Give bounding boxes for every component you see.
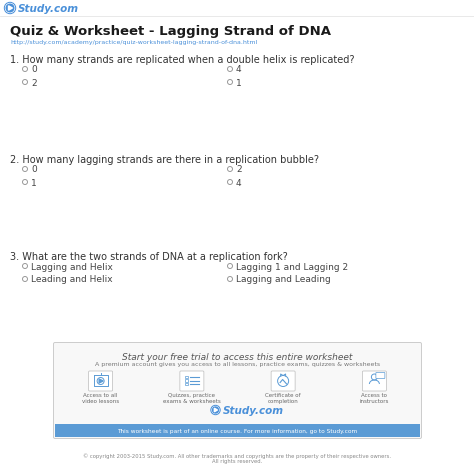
Text: Access to
instructors: Access to instructors — [360, 392, 389, 403]
Bar — [185, 379, 188, 382]
Text: http://study.com/academy/practice/quiz-worksheet-lagging-strand-of-dna.html: http://study.com/academy/practice/quiz-w… — [10, 40, 257, 45]
Text: 4: 4 — [236, 178, 242, 187]
Text: 1: 1 — [31, 178, 37, 187]
Circle shape — [212, 407, 219, 413]
Text: 1. How many strands are replicated when a double helix is replicated?: 1. How many strands are replicated when … — [10, 55, 355, 65]
Text: Access to all
video lessons: Access to all video lessons — [82, 392, 119, 403]
Text: 2: 2 — [31, 79, 36, 87]
Text: Lagging and Leading: Lagging and Leading — [236, 275, 331, 284]
Text: 0: 0 — [31, 65, 37, 74]
Text: Study.com: Study.com — [18, 4, 79, 14]
FancyBboxPatch shape — [363, 371, 386, 391]
Circle shape — [6, 5, 14, 13]
Text: This worksheet is part of an online course. For more information, go to Study.co: This worksheet is part of an online cour… — [118, 428, 357, 433]
Text: A premium account gives you access to all lessons, practice exams, quizzes & wor: A premium account gives you access to al… — [95, 361, 380, 366]
FancyBboxPatch shape — [271, 371, 295, 391]
FancyBboxPatch shape — [180, 371, 204, 391]
Text: Study.com: Study.com — [222, 405, 283, 415]
Bar — [185, 376, 188, 378]
Bar — [55, 424, 420, 437]
FancyBboxPatch shape — [89, 371, 113, 391]
Text: 2. How many lagging strands are there in a replication bubble?: 2. How many lagging strands are there in… — [10, 155, 319, 165]
Text: Certificate of
completion: Certificate of completion — [265, 392, 301, 403]
FancyBboxPatch shape — [54, 343, 421, 438]
Text: 3. What are the two strands of DNA at a replication fork?: 3. What are the two strands of DNA at a … — [10, 251, 288, 261]
Circle shape — [6, 4, 15, 13]
Text: © copyright 2003-2015 Study.com. All other trademarks and copyrights are the pro: © copyright 2003-2015 Study.com. All oth… — [83, 452, 391, 464]
Text: 0: 0 — [31, 165, 37, 174]
Text: 4: 4 — [236, 65, 242, 74]
Polygon shape — [99, 379, 103, 383]
Circle shape — [4, 3, 16, 14]
Text: Leading and Helix: Leading and Helix — [31, 275, 113, 284]
Text: Quizzes, practice
exams & worksheets: Quizzes, practice exams & worksheets — [163, 392, 221, 403]
Polygon shape — [214, 408, 218, 412]
Polygon shape — [9, 7, 12, 11]
Circle shape — [211, 406, 220, 415]
FancyBboxPatch shape — [376, 373, 385, 379]
Circle shape — [212, 407, 219, 414]
Text: 1: 1 — [236, 79, 242, 87]
Text: Start your free trial to access this entire worksheet: Start your free trial to access this ent… — [122, 352, 353, 361]
Text: 2: 2 — [236, 165, 242, 174]
Bar — [185, 383, 188, 386]
Text: Lagging 1 and Lagging 2: Lagging 1 and Lagging 2 — [236, 262, 348, 271]
Text: Quiz & Worksheet - Lagging Strand of DNA: Quiz & Worksheet - Lagging Strand of DNA — [10, 25, 331, 38]
Text: Lagging and Helix: Lagging and Helix — [31, 262, 113, 271]
